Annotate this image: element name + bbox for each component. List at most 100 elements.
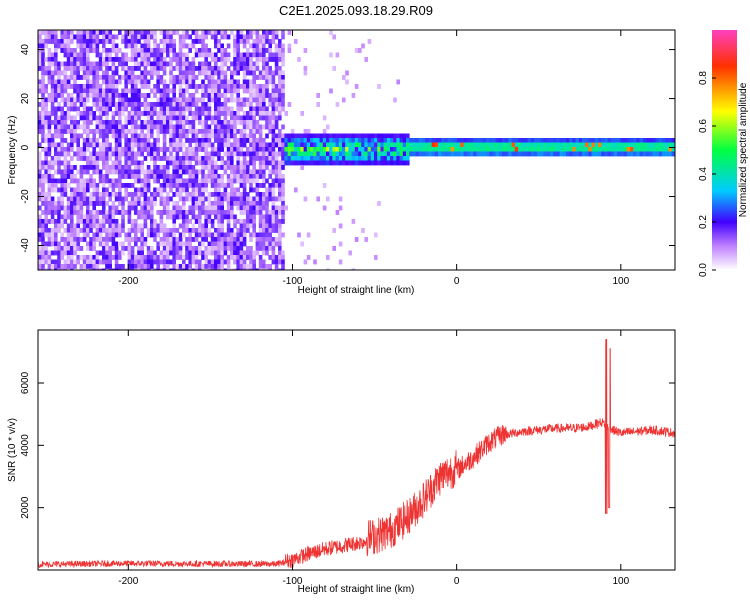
heatmap-cell <box>479 138 484 143</box>
heatmap-cell <box>210 201 215 206</box>
heatmap-cell <box>57 268 61 270</box>
heatmap-cell <box>44 160 48 166</box>
heatmap-cell <box>60 196 64 202</box>
heatmap-cell <box>47 133 52 139</box>
heatmap-cell <box>230 88 234 94</box>
heatmap-cell <box>249 30 253 35</box>
heatmap-cell <box>124 165 128 170</box>
heatmap-cell <box>233 39 237 44</box>
heatmap-cell <box>246 228 250 233</box>
heatmap-cell <box>281 34 285 40</box>
heatmap-cell <box>140 205 144 211</box>
heatmap-cell <box>620 138 624 143</box>
heatmap-cell <box>47 111 52 116</box>
heatmap-cell <box>335 138 340 143</box>
heatmap-cell <box>313 142 317 148</box>
heatmap-cell <box>255 39 260 44</box>
heatmap-cell <box>156 79 160 85</box>
heatmap-cell <box>204 250 208 256</box>
heatmap-cell <box>230 75 234 80</box>
heatmap-cell <box>70 124 74 130</box>
heatmap-cell <box>108 246 112 251</box>
heatmap-cell <box>658 138 663 143</box>
heatmap-cell <box>185 70 189 76</box>
heatmap-cell <box>444 151 448 157</box>
heatmap-cell <box>252 219 256 224</box>
heatmap-cell <box>210 178 215 184</box>
heatmap-cell <box>118 142 122 148</box>
heatmap-cell <box>537 151 541 157</box>
heatmap-cell <box>300 147 304 152</box>
heatmap-cell <box>57 124 61 130</box>
heatmap-cell <box>354 142 359 148</box>
heatmap-cell <box>47 250 52 256</box>
heatmap-cell <box>233 201 237 206</box>
heatmap-cell <box>342 160 346 166</box>
heatmap-cell <box>223 165 228 170</box>
heatmap-cell <box>82 232 87 238</box>
heatmap-cell <box>66 48 71 53</box>
heatmap-cell <box>124 88 128 94</box>
heatmap-cell <box>86 84 90 89</box>
heatmap-cell <box>50 57 55 62</box>
heatmap-cell <box>402 147 407 152</box>
heatmap-cell <box>146 84 151 89</box>
heatmap-cell <box>140 183 144 188</box>
heatmap-cell <box>393 138 397 143</box>
heatmap-cell <box>255 151 260 157</box>
heatmap-cell <box>262 259 266 265</box>
heatmap-cell <box>271 223 276 229</box>
heatmap-cell <box>194 219 199 224</box>
heatmap-cell <box>271 129 276 134</box>
heatmap-cell <box>166 268 170 270</box>
heatmap-cell <box>76 93 80 98</box>
heatmap-cell <box>226 106 231 112</box>
heatmap-cell <box>137 52 141 58</box>
heatmap-cell <box>60 201 64 206</box>
heatmap-cell <box>201 129 205 134</box>
heatmap-cell <box>98 106 103 112</box>
heatmap-cell <box>172 133 176 139</box>
heatmap-cell <box>185 246 189 251</box>
heatmap-cell <box>57 165 61 170</box>
heatmap-cell <box>150 214 154 220</box>
heatmap-cell <box>143 133 148 139</box>
heatmap-cell <box>66 97 71 103</box>
heatmap-cell <box>105 237 109 242</box>
heatmap-cell <box>233 111 237 116</box>
heatmap-cell <box>63 39 68 44</box>
heatmap-cell <box>111 70 116 76</box>
heatmap-cell <box>348 250 352 256</box>
heatmap-cell <box>95 250 100 256</box>
heatmap-cell <box>143 79 148 85</box>
heatmap-cell <box>258 219 263 224</box>
heatmap-cell <box>140 43 144 49</box>
heatmap-cell <box>111 255 116 260</box>
heatmap-cell <box>671 142 675 148</box>
heatmap-cell <box>262 34 266 40</box>
heatmap-cell <box>210 70 215 76</box>
heatmap-cell <box>191 102 196 107</box>
heatmap-cell <box>223 34 228 40</box>
heatmap-cell <box>121 201 125 206</box>
heatmap-cell <box>223 93 228 98</box>
heatmap-cell <box>98 223 103 229</box>
heatmap-cell <box>153 138 157 143</box>
heatmap-cell <box>146 102 151 107</box>
heatmap-cell <box>226 88 231 94</box>
heatmap-cell <box>178 156 183 161</box>
heatmap-cell <box>73 88 77 94</box>
heatmap-cell <box>246 61 250 67</box>
heatmap-cell <box>374 160 378 166</box>
heatmap-cell <box>134 219 138 224</box>
heatmap-cell <box>204 43 208 49</box>
heatmap-cell <box>207 79 212 85</box>
heatmap-cell <box>172 169 176 175</box>
heatmap-cell <box>204 147 208 152</box>
heatmap-cell <box>169 178 173 184</box>
heatmap-cell <box>191 205 196 211</box>
heatmap-cell <box>38 115 42 121</box>
heatmap-cell <box>550 142 554 148</box>
heatmap-cell <box>166 52 170 58</box>
